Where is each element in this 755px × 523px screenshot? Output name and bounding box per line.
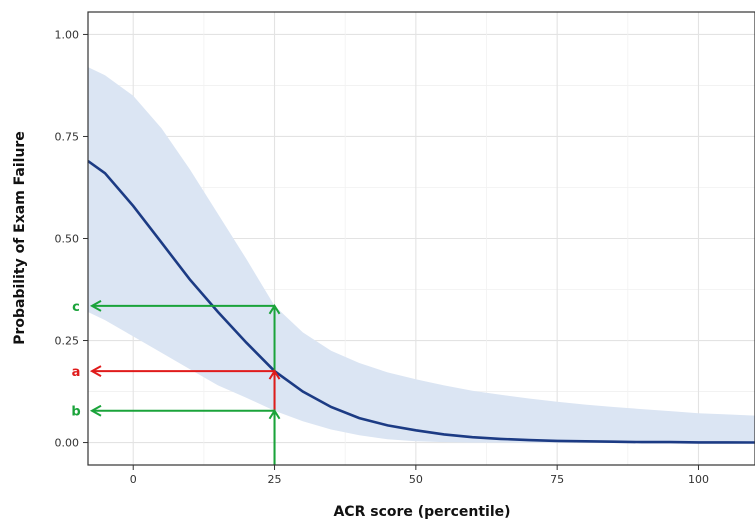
annotation-label-b: b — [71, 405, 80, 420]
annotation-label-a: a — [72, 365, 81, 380]
annotation-arrows: c a b — [71, 299, 281, 465]
annotation-label-c: c — [72, 300, 80, 315]
y-tick-label: 0.00 — [55, 437, 80, 450]
horizontal-arrow-a-head — [89, 365, 102, 378]
x-axis-title: ACR score (percentile) — [333, 504, 510, 520]
y-tick-label: 0.25 — [55, 335, 80, 348]
probability-curve — [88, 159, 755, 444]
x-tick-label: 0 — [130, 473, 137, 486]
x-tick-label: 100 — [688, 473, 709, 486]
confidence-band — [88, 67, 755, 443]
y-tick-label: 0.75 — [55, 130, 80, 143]
vertical-arrow-a-head — [268, 369, 281, 380]
vertical-arrow-b-head — [268, 408, 281, 420]
horizontal-arrow-b-head — [89, 404, 102, 417]
x-tick-label: 25 — [268, 473, 282, 486]
y-tick-label: 1.00 — [55, 28, 80, 41]
y-axis-title: Probability of Exam Failure — [12, 131, 28, 345]
horizontal-arrow-c-head — [89, 299, 102, 312]
axis-ticks: 0.00 0.25 0.50 0.75 1.00 0 25 50 75 100 — [55, 28, 709, 486]
y-tick-label: 0.50 — [55, 233, 80, 246]
x-tick-label: 50 — [409, 473, 423, 486]
x-tick-label: 75 — [550, 473, 564, 486]
vertical-arrow-c-head — [268, 303, 281, 315]
